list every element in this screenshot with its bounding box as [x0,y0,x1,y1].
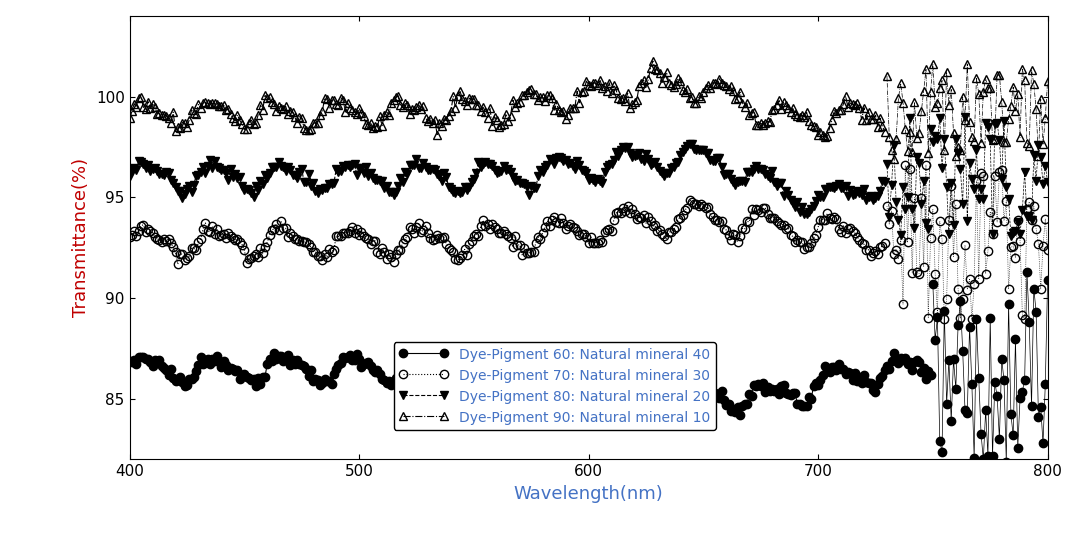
Dye-Pigment 80: Natural mineral 20: (606, 95.7): Natural mineral 20: (606, 95.7) [596,180,609,186]
Dye-Pigment 90: Natural mineral 10: (719, 98.9): Natural mineral 10: (719, 98.9) [855,116,868,123]
Dye-Pigment 90: Natural mineral 10: (426, 98.8): Natural mineral 10: (426, 98.8) [183,116,195,123]
Dye-Pigment 80: Natural mineral 20: (437, 96.8): Natural mineral 20: (437, 96.8) [208,158,221,164]
Dye-Pigment 80: Natural mineral 20: (400, 96.1): Natural mineral 20: (400, 96.1) [123,172,136,179]
X-axis label: Wavelength(nm): Wavelength(nm) [514,485,663,502]
Dye-Pigment 90: Natural mineral 10: (729, 98.3): Natural mineral 10: (729, 98.3) [878,129,891,135]
Line: Dye-Pigment 90: Natural mineral 10: Dye-Pigment 90: Natural mineral 10 [125,57,889,141]
Dye-Pigment 70: Natural mineral 30: (690, 92.8): Natural mineral 30: (690, 92.8) [788,239,801,246]
Dye-Pigment 70: Natural mineral 30: (400, 93): Natural mineral 30: (400, 93) [123,234,136,240]
Dye-Pigment 70: Natural mineral 30: (438, 93.4): Natural mineral 30: (438, 93.4) [211,226,224,233]
Dye-Pigment 60: Natural mineral 40: (749, 86.2): Natural mineral 40: (749, 86.2) [924,372,937,378]
Dye-Pigment 70: Natural mineral 30: (409, 93.3): Natural mineral 30: (409, 93.3) [144,227,157,234]
Dye-Pigment 70: Natural mineral 30: (421, 91.7): Natural mineral 30: (421, 91.7) [172,261,185,268]
Dye-Pigment 70: Natural mineral 30: (427, 92.5): Natural mineral 30: (427, 92.5) [185,245,198,252]
Dye-Pigment 80: Natural mineral 20: (689, 94.7): Natural mineral 20: (689, 94.7) [786,200,799,206]
Dye-Pigment 90: Natural mineral 10: (703, 98): Natural mineral 10: (703, 98) [819,134,832,140]
Dye-Pigment 90: Natural mineral 10: (689, 99.4): Natural mineral 10: (689, 99.4) [786,105,799,112]
Dye-Pigment 60: Natural mineral 40: (494, 87): Natural mineral 40: (494, 87) [339,355,352,362]
Dye-Pigment 70: Natural mineral 30: (729, 92.8): Natural mineral 30: (729, 92.8) [878,239,891,246]
Dye-Pigment 80: Natural mineral 20: (694, 94.2): Natural mineral 20: (694, 94.2) [798,211,811,217]
Dye-Pigment 90: Natural mineral 10: (400, 98.9): Natural mineral 10: (400, 98.9) [123,115,136,122]
Dye-Pigment 80: Natural mineral 20: (719, 95.1): Natural mineral 20: (719, 95.1) [855,192,868,198]
Dye-Pigment 60: Natural mineral 40: (746, 86.6): Natural mineral 40: (746, 86.6) [917,364,930,371]
Dye-Pigment 70: Natural mineral 30: (719, 92.7): Natural mineral 30: (719, 92.7) [855,240,868,246]
Dye-Pigment 60: Natural mineral 40: (666, 84.2): Natural mineral 40: (666, 84.2) [733,412,746,418]
Dye-Pigment 60: Natural mineral 40: (587, 87.1): Natural mineral 40: (587, 87.1) [552,354,565,360]
Dye-Pigment 90: Natural mineral 10: (409, 99.4): Natural mineral 10: (409, 99.4) [144,105,157,111]
Dye-Pigment 60: Natural mineral 40: (463, 87.3): Natural mineral 40: (463, 87.3) [268,349,281,356]
Dye-Pigment 80: Natural mineral 20: (409, 96.3): Natural mineral 20: (409, 96.3) [144,168,157,175]
Legend: Dye-Pigment 60: Natural mineral 40, Dye-Pigment 70: Natural mineral 30, Dye-Pigm: Dye-Pigment 60: Natural mineral 40, Dye-… [393,342,716,430]
Dye-Pigment 60: Natural mineral 40: (736, 87): Natural mineral 40: (736, 87) [894,355,907,362]
Dye-Pigment 70: Natural mineral 30: (644, 94.9): Natural mineral 30: (644, 94.9) [684,197,697,203]
Dye-Pigment 90: Natural mineral 10: (606, 100): Natural mineral 10: (606, 100) [596,84,609,91]
Dye-Pigment 80: Natural mineral 20: (426, 95.6): Natural mineral 20: (426, 95.6) [183,183,195,189]
Dye-Pigment 80: Natural mineral 20: (729, 95.7): Natural mineral 20: (729, 95.7) [878,179,891,186]
Dye-Pigment 70: Natural mineral 30: (607, 93.3): Natural mineral 30: (607, 93.3) [598,229,611,235]
Dye-Pigment 90: Natural mineral 10: (437, 99.7): Natural mineral 10: (437, 99.7) [208,100,221,106]
Dye-Pigment 60: Natural mineral 40: (562, 86.7): Natural mineral 40: (562, 86.7) [495,362,508,368]
Y-axis label: Transmittance(%): Transmittance(%) [72,158,91,317]
Line: Dye-Pigment 60: Natural mineral 40: Dye-Pigment 60: Natural mineral 40 [125,348,934,419]
Dye-Pigment 90: Natural mineral 10: (628, 102): Natural mineral 10: (628, 102) [647,58,660,64]
Line: Dye-Pigment 70: Natural mineral 30: Dye-Pigment 70: Natural mineral 30 [125,195,889,269]
Dye-Pigment 80: Natural mineral 20: (644, 97.6): Natural mineral 20: (644, 97.6) [684,141,697,147]
Line: Dye-Pigment 80: Natural mineral 20: Dye-Pigment 80: Natural mineral 20 [125,140,889,218]
Dye-Pigment 60: Natural mineral 40: (607, 85.9): Natural mineral 40: (607, 85.9) [598,376,611,383]
Dye-Pigment 60: Natural mineral 40: (400, 86.9): Natural mineral 40: (400, 86.9) [123,358,136,365]
